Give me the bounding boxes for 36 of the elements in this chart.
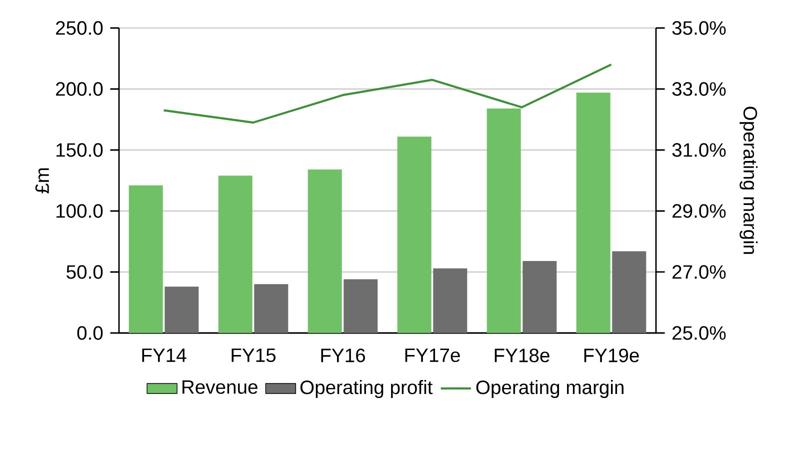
x-tick-label: FY16 xyxy=(321,348,365,362)
y-tick-label: 200.0 xyxy=(56,82,103,96)
bar xyxy=(576,92,610,333)
bar xyxy=(486,108,521,333)
y-tick-label: 50.0 xyxy=(66,265,103,279)
legend-label: Operating profit xyxy=(300,380,433,398)
y-tick-label: 250.0 xyxy=(56,21,103,35)
bar xyxy=(522,261,557,333)
y-axis-title: £m xyxy=(35,168,49,194)
bar xyxy=(308,170,342,333)
y2-tick-label: 29.0% xyxy=(672,204,726,218)
x-tick-label: FY14 xyxy=(142,348,186,362)
bar xyxy=(254,284,288,333)
bar xyxy=(397,136,432,333)
y2-tick-label: 27.0% xyxy=(672,265,726,279)
y2-tick-label: 25.0% xyxy=(672,326,726,340)
bar xyxy=(612,251,646,333)
bar xyxy=(128,185,163,333)
y2-tick-label: 33.0% xyxy=(672,82,726,96)
x-tick-label: FY15 xyxy=(232,348,276,362)
y-tick-label: 100.0 xyxy=(56,204,103,218)
legend-label: Operating margin xyxy=(476,380,624,398)
bar xyxy=(344,279,378,333)
x-tick-label: FY18e xyxy=(494,348,550,362)
bar xyxy=(164,286,199,333)
y-tick-label: 0.0 xyxy=(77,326,103,340)
y2-tick-label: 35.0% xyxy=(672,21,726,35)
y2-axis-title: Operating margin xyxy=(740,106,758,254)
bar xyxy=(433,268,468,333)
x-tick-label: FY19e xyxy=(584,348,639,362)
line-series xyxy=(162,64,612,124)
x-tick-label: FY17e xyxy=(405,348,460,362)
legend-label: Revenue xyxy=(182,380,258,394)
bar xyxy=(218,176,252,333)
y-tick-label: 150.0 xyxy=(56,143,103,157)
y2-tick-label: 31.0% xyxy=(672,143,726,157)
